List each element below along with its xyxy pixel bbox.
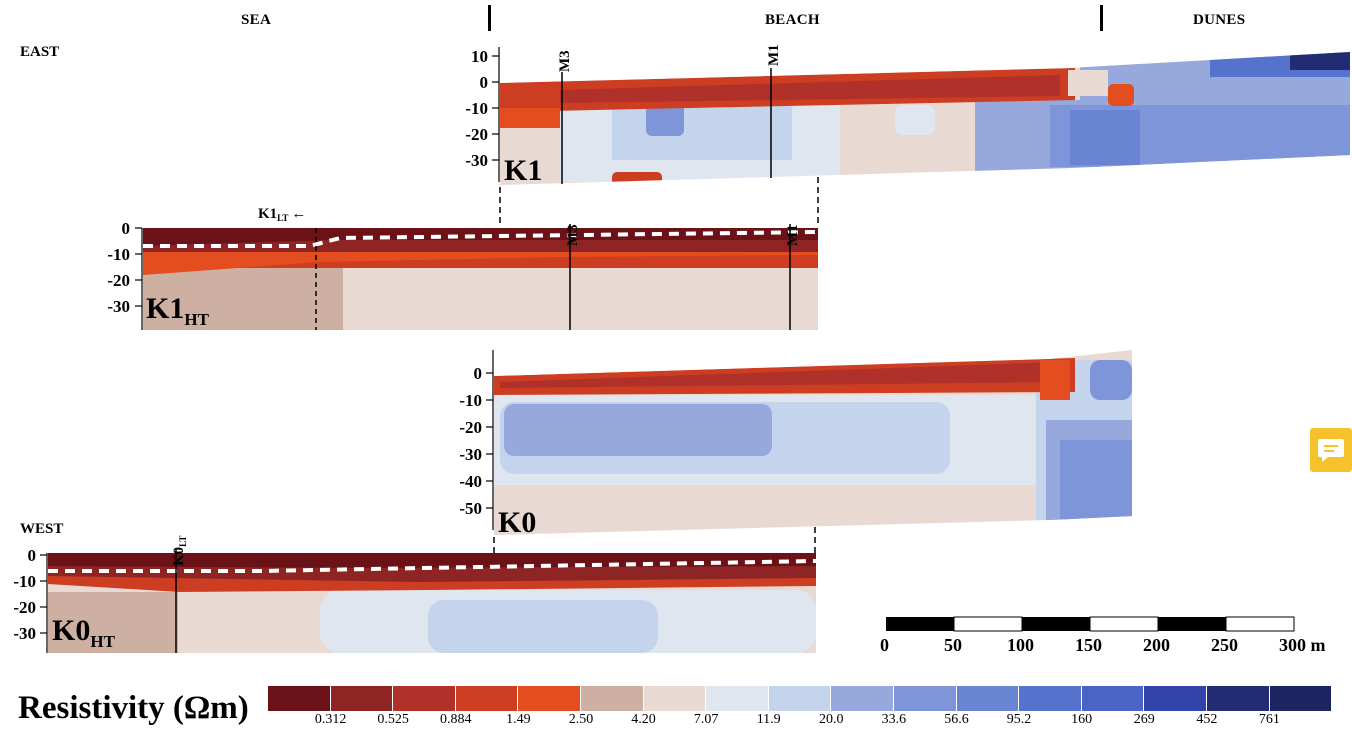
colorbar-label: 0.884: [440, 712, 472, 727]
colorbar-title: Resistivity (Ωm): [18, 690, 249, 726]
zone-dunes-label: DUNES: [1193, 12, 1246, 28]
k0-tick-minus50: -50: [459, 499, 482, 518]
k1-tick-0: 0: [480, 73, 489, 92]
colorbar-label: 95.2: [1006, 712, 1032, 727]
zone-beach-label: BEACH: [765, 12, 820, 28]
zone-sea-label: SEA: [241, 12, 272, 28]
scale-label-200: 200: [1143, 635, 1170, 655]
scale-label-50: 50: [944, 635, 962, 655]
k1ht-tick-0: 0: [122, 219, 131, 238]
colorbar-swatch: [580, 686, 644, 711]
colorbar-swatch: [393, 686, 456, 711]
k1-section-label: K1: [504, 154, 542, 187]
colorbar-label: 0.312: [314, 712, 347, 727]
colorbar-swatch: [643, 686, 707, 711]
colorbar-label: 33.6: [881, 712, 907, 727]
k0ht-tick-minus30: -30: [13, 624, 36, 643]
colorbar-label: 4.20: [631, 712, 656, 727]
scale-label-0: 0: [880, 635, 889, 655]
k0-tick-minus10: -10: [459, 391, 482, 410]
colorbar-swatch: [330, 686, 394, 711]
colorbar-label: 160: [1071, 712, 1093, 727]
k1ht-section-label: K1HT: [146, 292, 210, 329]
k1-tick-minus30: -30: [465, 151, 488, 170]
k1ht-tick-minus10: -10: [107, 245, 130, 264]
scale-label-250: 250: [1211, 635, 1238, 655]
colorbar-labels: 0.312 0.525 0.884 1.49 2.50 4.20 7.07 11.9 20.0 3…: [268, 712, 1332, 730]
chat-icon: [1318, 439, 1344, 462]
colorbar-label: 20.0: [819, 712, 844, 727]
colorbar-swatch: [956, 686, 1020, 711]
colorbar-swatch: [1269, 686, 1333, 711]
k1-tick-minus20: -20: [465, 125, 488, 144]
k0-tick-minus40: -40: [459, 472, 482, 491]
colorbar-label: 7.07: [693, 712, 719, 727]
zone-divider-sea-beach: [488, 5, 491, 31]
section-k0-ht: 0 -10 -20 -30 K0LT K0HT: [13, 536, 817, 653]
k1ht-tick-minus20: -20: [107, 271, 130, 290]
colorbar-swatch: [1019, 686, 1082, 711]
section-k1-ht: 0 -10 -20 -30 K1LT ← M3 M1 K1HT: [107, 206, 819, 330]
k1-marker-m3-label: M3: [557, 50, 573, 72]
k0-tick-0: 0: [474, 364, 483, 383]
chat-button[interactable]: [1310, 428, 1352, 472]
colorbar: [268, 686, 1333, 711]
colorbar-swatch: [268, 686, 331, 711]
colorbar-label: 761: [1258, 712, 1280, 727]
direction-east-label: EAST: [20, 44, 60, 60]
k1-tick-10: 10: [471, 47, 488, 66]
k0-section-label: K0: [498, 506, 536, 539]
scale-label-150: 150: [1075, 635, 1102, 655]
colorbar-label: 0.525: [377, 712, 409, 727]
zone-divider-beach-dunes: [1100, 5, 1103, 31]
k1-marker-m1-label: M1: [766, 44, 782, 66]
colorbar-swatch: [1081, 686, 1145, 711]
direction-west-label: WEST: [20, 521, 64, 537]
k1-tick-minus10: -10: [465, 99, 488, 118]
colorbar-swatch: [768, 686, 832, 711]
colorbar-swatch: [1206, 686, 1270, 711]
colorbar-label: 452: [1196, 712, 1218, 727]
section-k0: 0 -10 -20 -30 -40 -50 K0: [459, 350, 1132, 555]
k1ht-lt-label: K1LT ←: [258, 206, 306, 223]
k0ht-section-label: K0HT: [52, 614, 116, 651]
colorbar-swatch: [831, 686, 894, 711]
colorbar-swatch: [455, 686, 519, 711]
section-k1: 10 0 -10 -20 -30 M3 M1 K1: [465, 44, 1350, 225]
k0ht-lt-label: K0LT: [171, 536, 188, 566]
scale-bar: [886, 616, 1295, 632]
colorbar-label: 11.9: [756, 712, 781, 727]
colorbar-swatch: [893, 686, 957, 711]
colorbar-swatch: [1144, 686, 1207, 711]
k0-tick-minus20: -20: [459, 418, 482, 437]
scale-label-300m: 300 m: [1279, 635, 1326, 655]
colorbar-swatch: [706, 686, 769, 711]
colorbar-label: 2.50: [568, 712, 594, 727]
colorbar-label: 269: [1133, 712, 1155, 727]
colorbar-label: 1.49: [506, 712, 531, 727]
k1ht-tick-minus30: -30: [107, 297, 130, 316]
k0ht-tick-minus10: -10: [13, 572, 36, 591]
k0ht-tick-0: 0: [28, 546, 37, 565]
k1ht-marker-m1-label: M1: [785, 224, 801, 246]
k0-tick-minus30: -30: [459, 445, 482, 464]
k1ht-marker-m3-label: M3: [565, 224, 581, 246]
k0ht-tick-minus20: -20: [13, 598, 36, 617]
arrow-left-icon: ←: [291, 206, 306, 222]
colorbar-label: 56.6: [944, 712, 969, 727]
scale-label-100: 100: [1007, 635, 1034, 655]
colorbar-swatch: [518, 686, 581, 711]
